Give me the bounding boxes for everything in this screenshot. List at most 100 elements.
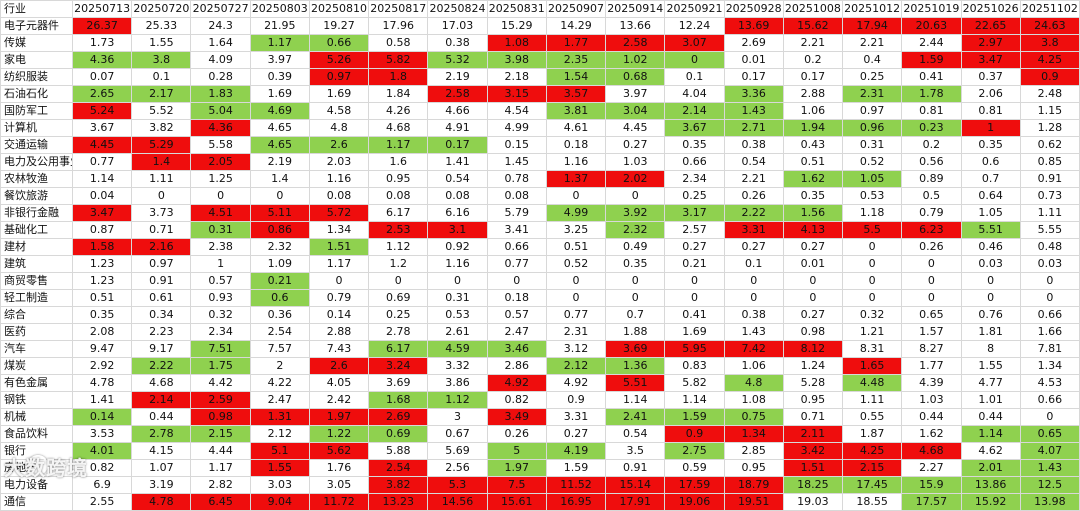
industry-name: 汽车 — [0, 340, 73, 358]
date-column-header: 20250907 — [545, 0, 607, 18]
value-cell: 2.78 — [131, 425, 192, 443]
industry-name: 建筑 — [0, 255, 73, 273]
value-cell: 2.38 — [190, 238, 251, 256]
value-cell: 0.66 — [1019, 391, 1080, 409]
value-cell: 2.57 — [664, 221, 725, 239]
value-cell: 3.31 — [545, 408, 607, 426]
value-cell: 0 — [190, 187, 251, 205]
watermark: 大数跨境 — [4, 456, 88, 480]
value-cell: 24.63 — [1019, 17, 1080, 35]
value-cell: 1.4 — [131, 153, 192, 171]
value-cell: 0.21 — [249, 272, 310, 290]
value-cell: 0.17 — [427, 136, 488, 154]
value-cell: 0.37 — [960, 68, 1021, 86]
value-cell: 16.95 — [545, 493, 607, 511]
value-cell: 0.65 — [901, 306, 962, 324]
value-cell: 2.44 — [901, 34, 962, 52]
value-cell: 1.06 — [723, 357, 784, 375]
table-row: 有色金属 4.78 4.68 4.42 4.22 4.05 3.69 3.86 4.92 4.92… — [0, 374, 1080, 392]
value-cell: 7.51 — [190, 340, 251, 358]
value-cell: 5.28 — [782, 374, 844, 392]
value-cell: 17.45 — [842, 476, 903, 494]
value-cell: 4.13 — [782, 221, 844, 239]
value-cell: 17.91 — [605, 493, 666, 511]
value-cell: 0.4 — [842, 51, 903, 69]
value-cell: 0.89 — [901, 170, 962, 188]
value-cell: 2.31 — [545, 323, 607, 341]
value-cell: 22.65 — [960, 17, 1021, 35]
value-cell: 0.07 — [71, 68, 133, 86]
value-cell: 1.01 — [960, 391, 1021, 409]
value-cell: 2.12 — [545, 357, 607, 375]
value-cell: 0.35 — [782, 187, 844, 205]
value-cell: 4.92 — [545, 374, 607, 392]
value-cell: 0.48 — [1019, 238, 1080, 256]
value-cell: 11.72 — [308, 493, 370, 511]
value-cell: 19.51 — [723, 493, 784, 511]
value-cell: 2.01 — [960, 459, 1021, 477]
value-cell: 2.16 — [131, 238, 192, 256]
value-cell: 4.45 — [605, 119, 666, 137]
table-row: 家电 4.36 3.8 4.09 3.97 5.26 5.82 5.32 3.98 2.35 1.0… — [0, 51, 1080, 69]
value-cell: 0.5 — [901, 187, 962, 205]
value-cell: 1.41 — [427, 153, 488, 171]
value-cell: 0 — [605, 289, 666, 307]
value-cell: 2.92 — [71, 357, 133, 375]
value-cell: 17.03 — [427, 17, 488, 35]
value-cell: 1.6 — [368, 153, 429, 171]
value-cell: 5.88 — [368, 442, 429, 460]
value-cell: 3.12 — [545, 340, 607, 358]
date-column-header: 20250713 — [71, 0, 133, 18]
value-cell: 1.62 — [782, 170, 844, 188]
value-cell: 0.35 — [960, 136, 1021, 154]
value-cell: 0.41 — [901, 68, 962, 86]
value-cell: 0.91 — [1019, 170, 1080, 188]
value-cell: 0.55 — [842, 408, 903, 426]
value-cell: 1.57 — [901, 323, 962, 341]
value-cell: 3.92 — [605, 204, 666, 222]
value-cell: 0.21 — [664, 255, 725, 273]
value-cell: 12.5 — [1019, 476, 1080, 494]
value-cell: 4.65 — [249, 119, 310, 137]
value-cell: 5.82 — [664, 374, 725, 392]
value-cell: 0.15 — [486, 136, 547, 154]
table-row: 计算机 3.67 3.82 4.36 4.65 4.8 4.68 4.91 4.99 4.61 4.… — [0, 119, 1080, 137]
value-cell: 0.52 — [842, 153, 903, 171]
value-cell: 0 — [842, 289, 903, 307]
industry-name: 煤炭 — [0, 357, 73, 375]
value-cell: 4.25 — [1019, 51, 1080, 69]
value-cell: 25.33 — [131, 17, 192, 35]
value-cell: 0.18 — [486, 289, 547, 307]
value-cell: 1.17 — [190, 459, 251, 477]
value-cell: 3.86 — [427, 374, 488, 392]
value-cell: 3.05 — [308, 476, 370, 494]
value-cell: 4.66 — [427, 102, 488, 120]
value-cell: 0 — [901, 289, 962, 307]
value-cell: 20.63 — [901, 17, 962, 35]
table-row: 电子元器件 26.37 25.33 24.3 21.95 19.27 17.96 17.03 1… — [0, 17, 1080, 35]
value-cell: 1.31 — [249, 408, 310, 426]
value-cell: 2.35 — [545, 51, 607, 69]
value-cell: 0.79 — [901, 204, 962, 222]
value-cell: 2.27 — [901, 459, 962, 477]
value-cell: 0 — [960, 272, 1021, 290]
value-cell: 0.1 — [664, 68, 725, 86]
value-cell: 17.94 — [842, 17, 903, 35]
value-cell: 0.64 — [960, 187, 1021, 205]
industry-name: 综合 — [0, 306, 73, 324]
value-cell: 0.44 — [960, 408, 1021, 426]
value-cell: 6.23 — [901, 221, 962, 239]
value-cell: 3.67 — [71, 119, 133, 137]
table-row: 石油石化 2.65 2.17 1.83 1.69 1.69 1.84 2.58 3.15 3.57… — [0, 85, 1080, 103]
value-cell: 6.17 — [368, 340, 429, 358]
value-cell: 2.58 — [605, 34, 666, 52]
value-cell: 0.92 — [427, 238, 488, 256]
value-cell: 4.91 — [427, 119, 488, 137]
value-cell: 4.39 — [901, 374, 962, 392]
value-cell: 1.59 — [545, 459, 607, 477]
value-cell: 1.73 — [71, 34, 133, 52]
value-cell: 5.3 — [427, 476, 488, 494]
value-cell: 0.58 — [368, 34, 429, 52]
value-cell: 3.19 — [131, 476, 192, 494]
value-cell: 13.86 — [960, 476, 1021, 494]
